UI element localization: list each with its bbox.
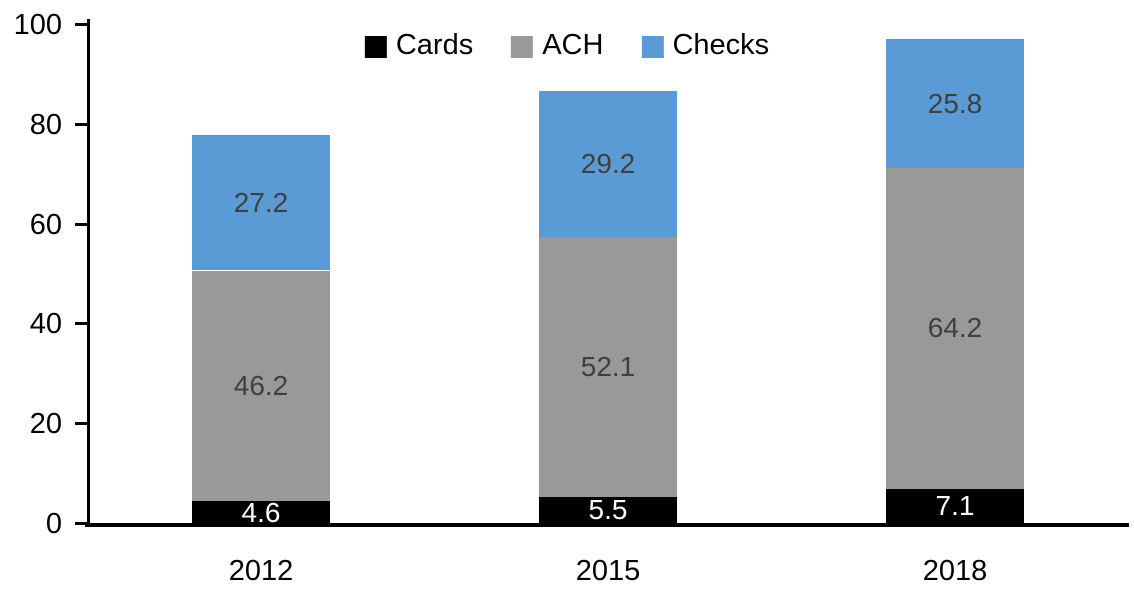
y-tick-mark: [75, 222, 88, 226]
legend-item-ach: ACH: [511, 31, 603, 62]
bar-value-label: 52.1: [580, 350, 636, 382]
x-axis-line: [85, 523, 1129, 527]
y-tick-mark: [75, 23, 88, 26]
y-tick-label: 40: [29, 308, 62, 341]
bar-segment-ach-2012: 46.2: [192, 270, 330, 502]
y-tick-mark: [75, 122, 88, 126]
legend-swatch-cards-icon: [364, 35, 387, 58]
bar-segment-ach-2018: 64.2: [886, 168, 1024, 489]
y-tick-mark: [75, 322, 88, 326]
y-tick-label: 100: [13, 9, 62, 41]
x-tick-label: 2015: [575, 555, 641, 587]
y-tick-label: 60: [29, 208, 62, 241]
bar-value-label: 46.2: [233, 369, 289, 401]
bar-segment-cards-2018: 7.1: [886, 488, 1024, 524]
legend-label: Cards: [395, 29, 474, 61]
legend-label: Checks: [672, 29, 770, 61]
bar-value-label: 5.5: [588, 494, 628, 526]
legend-swatch-ach-icon: [511, 35, 534, 58]
bar-value-label: 25.8: [927, 87, 983, 119]
y-tick-label: 0: [45, 508, 62, 540]
bar-segment-checks-2012: 27.2: [192, 134, 330, 271]
chart-legend: Cards ACH Checks: [364, 29, 769, 62]
x-tick-label: 2012: [228, 555, 294, 587]
bar-value-label: 64.2: [927, 312, 983, 344]
bar-value-label: 27.2: [233, 186, 289, 218]
bar-segment-cards-2015: 5.5: [539, 494, 677, 526]
legend-item-checks: Checks: [641, 31, 769, 62]
bar-segment-ach-2015: 52.1: [539, 236, 677, 497]
bar-segment-cards-2012: 4.6: [192, 496, 330, 528]
y-tick-label: 20: [29, 408, 62, 441]
y-axis-line: [87, 19, 90, 527]
y-tick-mark: [75, 522, 88, 525]
bar-segment-checks-2018: 25.8: [886, 39, 1024, 169]
legend-label: ACH: [542, 29, 604, 61]
bar-value-label: 29.2: [580, 147, 636, 179]
bar-value-label: 7.1: [935, 490, 975, 522]
bar-segment-checks-2015: 29.2: [539, 90, 677, 237]
bar-value-label: 4.6: [241, 496, 281, 528]
legend-swatch-checks-icon: [641, 35, 664, 58]
y-tick-label: 80: [29, 108, 62, 141]
y-tick-mark: [75, 422, 88, 426]
legend-item-cards: Cards: [364, 29, 474, 62]
x-tick-label: 2018: [922, 555, 988, 587]
